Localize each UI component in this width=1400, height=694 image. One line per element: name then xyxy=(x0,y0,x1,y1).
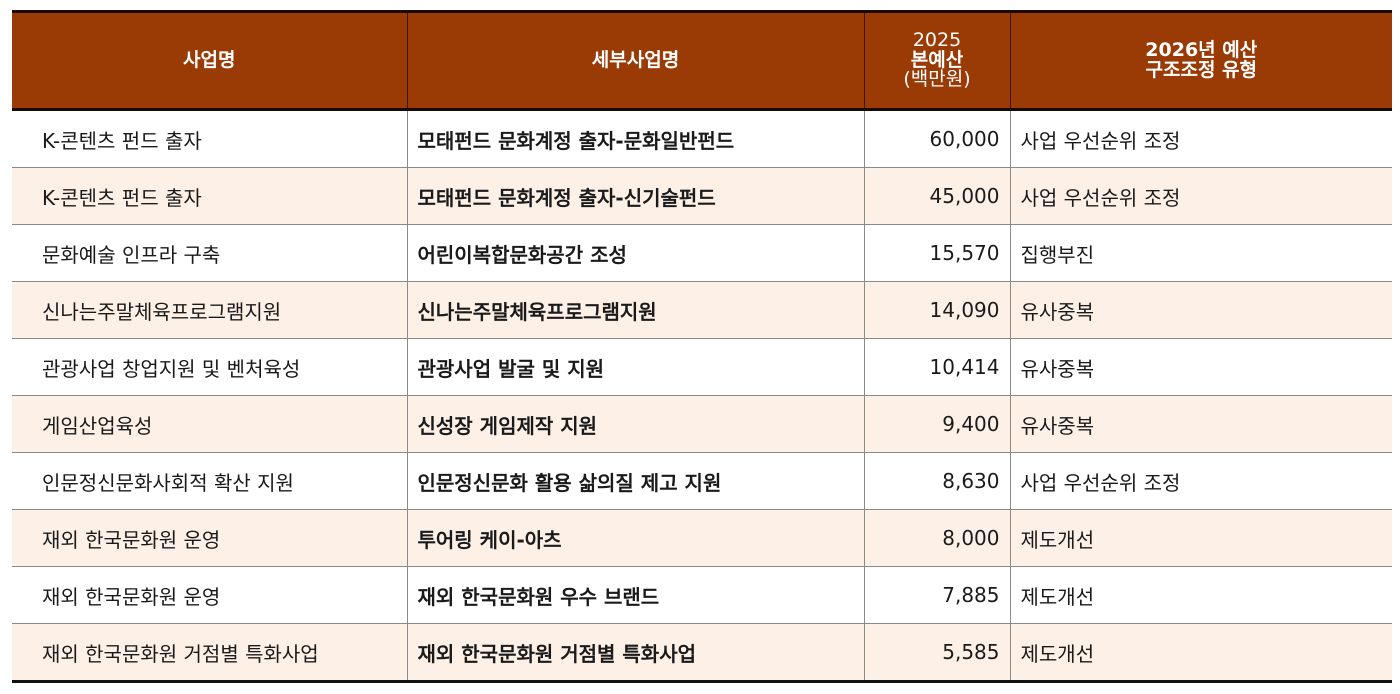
table-row: 문화예술 인프라 구축 어린이복합문화공간 조성 15,570 집행부진 xyxy=(12,224,1392,282)
header-type-line1: 2026년 예산 xyxy=(1145,38,1258,61)
project-cell: K-콘텐츠 펀드 출자 xyxy=(12,109,408,168)
table-row: 재외 한국문화원 운영 투어링 케이-아츠 8,000 제도개선 xyxy=(12,509,1392,567)
table-header: 사업명 세부사업명 2025 본예산 (백만원) 2026년 예산 구조조정 유… xyxy=(12,11,1392,111)
type-cell: 유사중복 xyxy=(1009,338,1392,396)
table-row: 게임산업육성 신성장 게임제작 지원 9,400 유사중복 xyxy=(12,395,1392,453)
table-row: K-콘텐츠 펀드 출자 모태펀드 문화계정 출자-문화일반펀드 60,000 사… xyxy=(12,109,1392,168)
budget-cell: 60,000 xyxy=(863,109,1011,168)
budget-cell: 5,585 xyxy=(863,623,1011,682)
header-row: 사업명 세부사업명 2025 본예산 (백만원) 2026년 예산 구조조정 유… xyxy=(12,11,1392,111)
budget-cell: 9,400 xyxy=(863,395,1011,453)
budget-cell: 7,885 xyxy=(863,566,1011,624)
detail-cell: 인문정신문화 활용 삶의질 제고 지원 xyxy=(406,452,865,510)
project-cell: 게임산업육성 xyxy=(12,395,408,453)
table-row: 재외 한국문화원 운영 재외 한국문화원 우수 브랜드 7,885 제도개선 xyxy=(12,566,1392,624)
header-budget-year: 2025 xyxy=(912,28,962,51)
budget-cell: 45,000 xyxy=(863,167,1011,225)
type-cell: 사업 우선순위 조정 xyxy=(1009,167,1392,225)
header-project-name: 사업명 xyxy=(12,11,408,111)
project-cell: 재외 한국문화원 거점별 특화사업 xyxy=(12,623,408,682)
type-cell: 집행부진 xyxy=(1009,224,1392,282)
header-budget-unit: (백만원) xyxy=(903,68,971,91)
project-cell: 문화예술 인프라 구축 xyxy=(12,224,408,282)
project-cell: 재외 한국문화원 운영 xyxy=(12,566,408,624)
type-cell: 제도개선 xyxy=(1009,566,1392,624)
type-cell: 유사중복 xyxy=(1009,281,1392,339)
budget-restructuring-table: 사업명 세부사업명 2025 본예산 (백만원) 2026년 예산 구조조정 유… xyxy=(12,10,1392,683)
header-budget-label: 본예산 xyxy=(910,48,964,71)
table-body: K-콘텐츠 펀드 출자 모태펀드 문화계정 출자-문화일반펀드 60,000 사… xyxy=(12,109,1392,682)
header-project-label: 사업명 xyxy=(183,48,236,71)
detail-cell: 신성장 게임제작 지원 xyxy=(406,395,865,453)
table-row: 인문정신문화사회적 확산 지원 인문정신문화 활용 삶의질 제고 지원 8,63… xyxy=(12,452,1392,510)
header-detail-label: 세부사업명 xyxy=(591,48,680,71)
type-cell: 사업 우선순위 조정 xyxy=(1009,452,1392,510)
detail-cell: 재외 한국문화원 거점별 특화사업 xyxy=(406,623,865,682)
header-budget: 2025 본예산 (백만원) xyxy=(863,11,1011,111)
header-detail-name: 세부사업명 xyxy=(406,11,865,111)
table-row: K-콘텐츠 펀드 출자 모태펀드 문화계정 출자-신기술펀드 45,000 사업… xyxy=(12,167,1392,225)
type-cell: 유사중복 xyxy=(1009,395,1392,453)
detail-cell: 어린이복합문화공간 조성 xyxy=(406,224,865,282)
type-cell: 제도개선 xyxy=(1009,509,1392,567)
budget-cell: 15,570 xyxy=(863,224,1011,282)
header-type-line2: 구조조정 유형 xyxy=(1145,58,1258,81)
table-row: 신나는주말체육프로그램지원 신나는주말체육프로그램지원 14,090 유사중복 xyxy=(12,281,1392,339)
detail-cell: 모태펀드 문화계정 출자-신기술펀드 xyxy=(406,167,865,225)
project-cell: 재외 한국문화원 운영 xyxy=(12,509,408,567)
budget-cell: 14,090 xyxy=(863,281,1011,339)
detail-cell: 관광사업 발굴 및 지원 xyxy=(406,338,865,396)
project-cell: 관광사업 창업지원 및 벤처육성 xyxy=(12,338,408,396)
table-row: 재외 한국문화원 거점별 특화사업 재외 한국문화원 거점별 특화사업 5,58… xyxy=(12,623,1392,682)
table-row: 관광사업 창업지원 및 벤처육성 관광사업 발굴 및 지원 10,414 유사중… xyxy=(12,338,1392,396)
budget-cell: 10,414 xyxy=(863,338,1011,396)
detail-cell: 투어링 케이-아츠 xyxy=(406,509,865,567)
detail-cell: 모태펀드 문화계정 출자-문화일반펀드 xyxy=(406,109,865,168)
type-cell: 사업 우선순위 조정 xyxy=(1009,109,1392,168)
type-cell: 제도개선 xyxy=(1009,623,1392,682)
project-cell: 신나는주말체육프로그램지원 xyxy=(12,281,408,339)
detail-cell: 신나는주말체육프로그램지원 xyxy=(406,281,865,339)
budget-cell: 8,000 xyxy=(863,509,1011,567)
budget-cell: 8,630 xyxy=(863,452,1011,510)
header-restructure-type: 2026년 예산 구조조정 유형 xyxy=(1009,11,1392,111)
project-cell: 인문정신문화사회적 확산 지원 xyxy=(12,452,408,510)
project-cell: K-콘텐츠 펀드 출자 xyxy=(12,167,408,225)
detail-cell: 재외 한국문화원 우수 브랜드 xyxy=(406,566,865,624)
